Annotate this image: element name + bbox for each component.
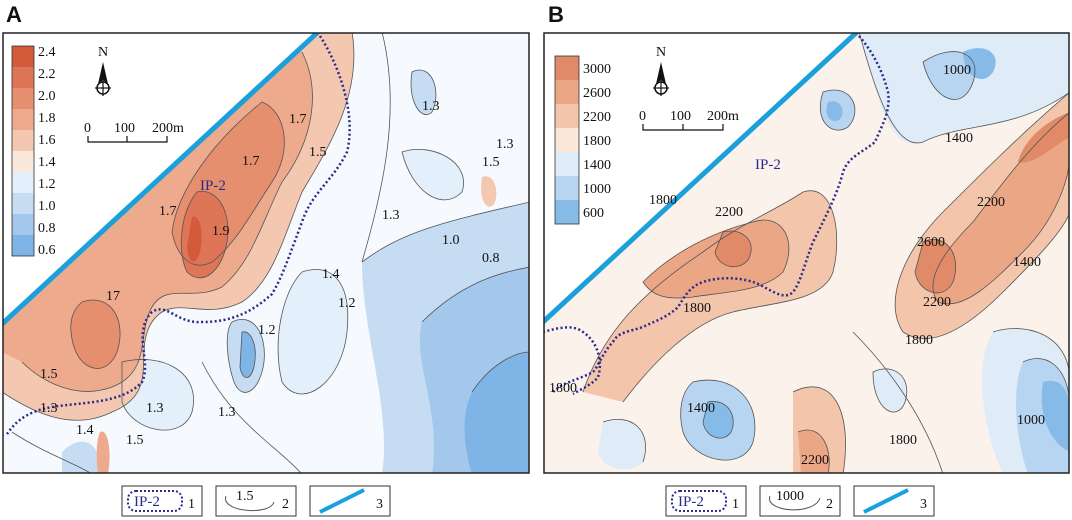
contour-label: 1.4 [322,267,340,282]
contour-label: 2200 [977,195,1005,210]
scale-a-label: 1.8 [38,111,56,126]
legend-contour-text: 1000 [776,489,804,504]
svg-text:0: 0 [639,109,646,124]
legend-a: IP-2 1 1.5 2 3 [121,485,391,517]
scale-a-label: 2.0 [38,89,56,104]
contour-label: 1800 [683,301,711,316]
contour-label: 1.3 [40,401,58,416]
contour-label: 1.3 [496,137,514,152]
contour-label: 1.5 [482,155,500,170]
contour-label: 1.9 [212,224,230,239]
svg-text:200m: 200m [707,109,739,124]
contour-label: 1.7 [159,204,177,219]
contour-label: 17 [106,289,120,304]
legend-number: 2 [826,497,833,512]
scale-b-label: 1000 [583,182,611,197]
contour-label: 1000 [1017,413,1045,428]
legend-number: 2 [282,497,289,512]
contour-label: 1.7 [242,154,260,169]
contour-label: 1.3 [382,208,400,223]
contour-label: 1800 [905,333,933,348]
scale-a-label: 0.6 [38,243,56,258]
scale-a-label: 2.4 [38,45,56,60]
contour-label: 1.3 [422,99,440,114]
svg-text:N: N [656,45,666,60]
contour-label: 1400 [687,401,715,416]
contour-label: 1800 [649,193,677,208]
legend-number: 1 [188,497,195,512]
panel-a-map: 2.4 2.2 2.0 1.8 1.6 1.4 1.2 1.0 0.8 0.6 … [2,32,530,474]
contour-label: 1800 [549,381,577,396]
contour-label: 1400 [1013,255,1041,270]
contour-label: 2200 [715,205,743,220]
svg-text:0: 0 [84,121,91,136]
contour-label: 1.3 [146,401,164,416]
contour-label: 1.4 [76,423,94,438]
legend-number: 1 [732,497,739,512]
panel-b-letter: B [548,2,564,27]
scale-b-label: 600 [583,206,604,221]
svg-text:N: N [98,45,108,60]
scale-a-label: 1.6 [38,133,56,148]
legend-number: 3 [920,497,927,512]
scale-bar: 0 100 200m [84,121,184,143]
north-arrow-icon: N [95,45,111,96]
contour-label: 1.5 [309,145,327,160]
scale-a-label: 0.8 [38,221,56,236]
ip2-boundary [552,35,890,393]
legend-ip2-text: IP-2 [678,494,704,510]
contour-label: 1.7 [289,112,307,127]
scale-b-label: 2200 [583,110,611,125]
fault-line [3,33,320,326]
color-scale-b: 3000 2600 2200 1800 1400 1000 600 [554,55,611,225]
contour-label: 0.8 [482,251,500,266]
color-scale-a: 2.4 2.2 2.0 1.8 1.6 1.4 1.2 1.0 0.8 0.6 [11,45,56,258]
svg-text:100: 100 [114,121,135,136]
scale-a-label: 1.2 [38,177,56,192]
contour-label: 1400 [945,131,973,146]
ip2-label: IP-2 [200,178,226,194]
scale-a-label: 1.4 [38,155,56,170]
panel-b-map: 3000 2600 2200 1800 1400 1000 600 N 0 10… [543,32,1070,474]
fault-line [544,33,859,324]
ip2-boundary [5,35,351,435]
legend-b: IP-2 1 1000 2 3 [665,485,935,517]
scale-b-label: 1400 [583,158,611,173]
contour-label: 1.5 [40,367,58,382]
panel-a-letter: A [6,2,22,27]
contour-label: 1000 [943,63,971,78]
legend-ip2-text: IP-2 [134,494,160,510]
scale-b-label: 1800 [583,134,611,149]
ip2-label: IP-2 [755,157,781,173]
svg-text:200m: 200m [152,121,184,136]
contour-label: 1.2 [338,296,356,311]
legend-contour-text: 1.5 [236,489,254,504]
scale-bar: 0 100 200m [639,109,739,131]
contour-label: 1.0 [442,233,460,248]
svg-text:100: 100 [670,109,691,124]
contour-label: 1.3 [218,405,236,420]
contour-label: 2200 [801,453,829,468]
scale-b-label: 3000 [583,62,611,77]
legend-number: 3 [376,497,383,512]
contour-label: 1.2 [258,323,276,338]
contour-label: 2600 [917,235,945,250]
contour-label: 1.5 [126,433,144,448]
contour-label: 2200 [923,295,951,310]
scale-a-label: 2.2 [38,67,56,82]
scale-a-label: 1.0 [38,199,56,214]
scale-b-label: 2600 [583,86,611,101]
north-arrow-icon: N [653,45,669,96]
contour-label: 1800 [889,433,917,448]
